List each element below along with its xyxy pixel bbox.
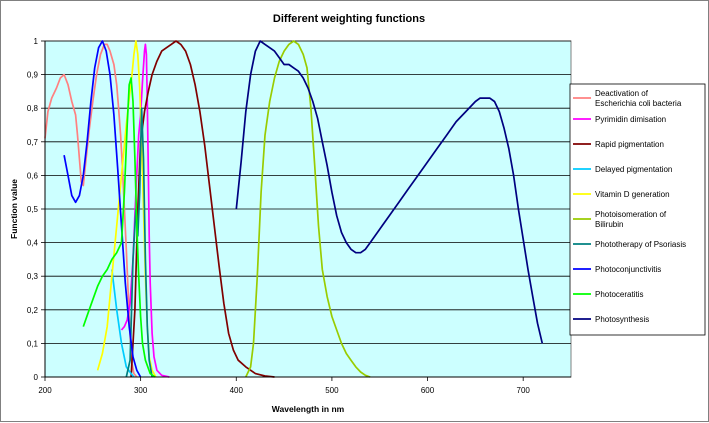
legend-label-1: Deactivation of Escherichia coli bacteria [595,89,682,108]
y-tick-label: 0,1 [27,339,39,348]
y-tick-label: 0,5 [27,205,39,214]
legend-entries: Deactivation of Escherichia coli bacteria… [573,89,686,324]
legend-label-7: Phototherapy of Psoriasis [595,240,686,249]
series-line-10 [235,40,544,344]
series-line-3 [130,40,275,378]
y-tick-label: 0 [34,373,39,382]
chart-title: Different weighting functions [273,13,425,25]
x-tick-label: 700 [517,386,531,395]
series-layer [44,40,544,378]
legend-label-2: Pyrimidin dimisation [595,115,666,124]
x-tick-label: 400 [230,386,244,395]
legend-label-4: Delayed pigmentation [595,165,672,174]
y-tick-label: 1 [34,37,39,46]
series-line-9 [82,77,156,378]
series-line-4 [111,269,135,378]
x-tick-label: 200 [38,386,52,395]
x-tick-label: 600 [421,386,435,395]
legend-label-3: Rapid pigmentation [595,140,664,149]
y-tick-label: 0,9 [27,71,39,80]
y-tick-label: 0,4 [27,239,39,248]
series-line-6 [245,40,371,378]
y-tick-label: 0,6 [27,171,39,180]
y-axis-title: Function value [9,179,19,239]
legend-label-8: Photoconjunctivitis [595,265,661,274]
legend-label-5: Vitamin D generation [595,190,670,199]
legend [569,83,706,336]
series-line-8 [63,40,142,378]
y-tick-label: 0,7 [27,138,39,147]
legend-label-9: Photoceratitis [595,290,643,299]
series-line-1 [44,43,138,378]
axis-layer: 0 0,1 0,2 0,3 0,4 0,5 0,6 0,7 0,8 0,9 1 200 300 400 50… [27,37,571,395]
legend-label-6: Photoisomeration of Bilirubin [595,210,667,229]
series-line-7 [125,107,153,378]
y-tick-label: 0,3 [27,272,39,281]
legend-label-10: Photosynthesis [595,315,649,324]
x-tick-label: 300 [134,386,148,395]
series-line-2 [120,43,170,378]
x-tick-label: 500 [325,386,339,395]
y-tick-label: 0,2 [27,306,39,315]
y-tick-label: 0,8 [27,104,39,113]
x-axis-title: Wavelength in nm [272,404,345,414]
